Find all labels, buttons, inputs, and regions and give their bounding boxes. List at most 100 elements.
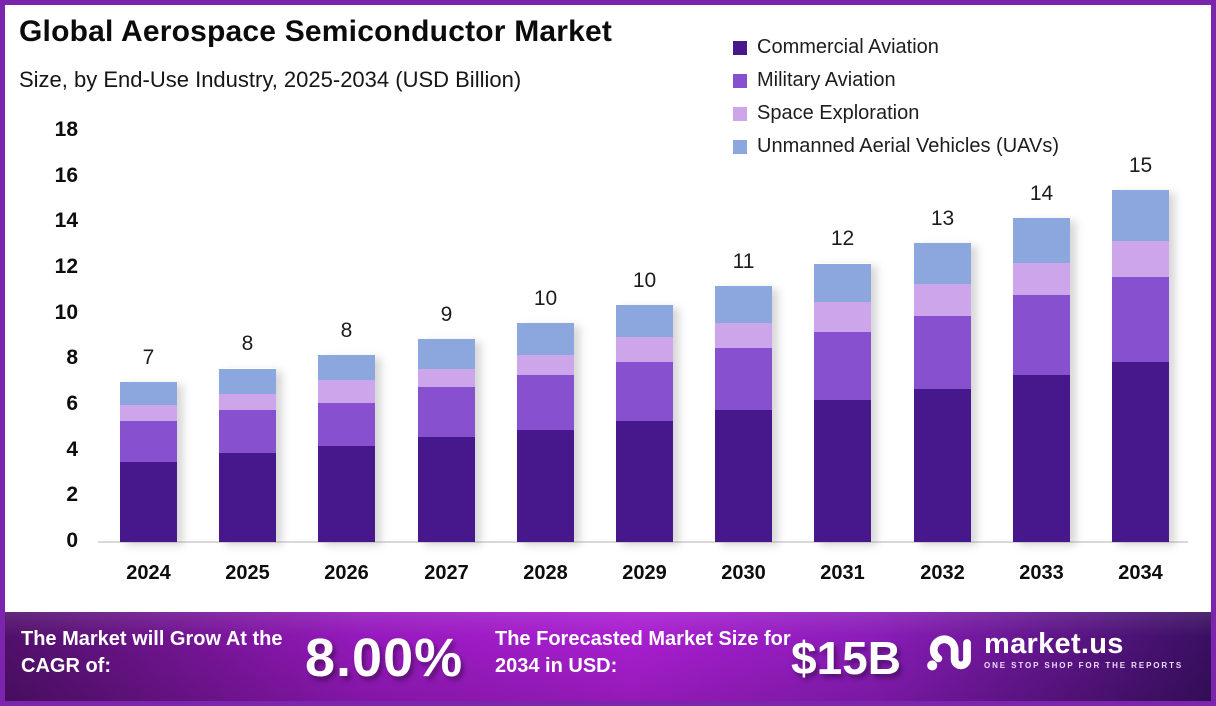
bar-segment-commercial-aviation	[517, 430, 574, 542]
x-axis-tick-label: 2029	[622, 562, 667, 584]
bar-2030	[715, 286, 772, 542]
legend-item-commercial-aviation: Commercial Aviation	[733, 31, 1059, 64]
bar-segment-commercial-aviation	[914, 389, 971, 542]
bar-segment-military-aviation	[418, 386, 475, 437]
bar-segment-military-aviation	[814, 331, 871, 401]
bar-segment-military-aviation	[1013, 295, 1070, 376]
bar-segment-unmanned-aerial-vehicles-uavs	[1112, 190, 1169, 241]
bar-segment-military-aviation	[715, 347, 772, 410]
chart-subtitle: Size, by End-Use Industry, 2025-2034 (US…	[19, 67, 522, 92]
bar-2033	[1013, 217, 1070, 542]
bar-total-label: 7	[142, 346, 155, 370]
bar-segment-space-exploration	[418, 368, 475, 387]
forecast-label: The Forecasted Market Size for 2034 in U…	[495, 628, 791, 677]
bar-segment-commercial-aviation	[219, 452, 276, 542]
bar-total-label: 13	[930, 206, 955, 230]
bar-segment-space-exploration	[814, 302, 871, 332]
legend-swatch-icon	[733, 40, 747, 55]
legend-swatch-icon	[733, 73, 747, 88]
bar-segment-space-exploration	[616, 336, 673, 362]
bar-segment-unmanned-aerial-vehicles-uavs	[1013, 217, 1070, 264]
bar-total-label: 10	[533, 286, 558, 310]
bar-segment-commercial-aviation	[1112, 361, 1169, 542]
bar-segment-commercial-aviation	[418, 436, 475, 542]
bar-segment-space-exploration	[219, 393, 276, 410]
brand-name: market.us	[984, 628, 1124, 660]
bar-segment-space-exploration	[1112, 240, 1169, 278]
legend-item-military-aviation: Military Aviation	[733, 64, 1059, 97]
x-axis-tick-label: 2024	[126, 562, 171, 584]
market-us-logo-icon	[927, 635, 971, 671]
x-axis-tick-label: 2033	[1019, 562, 1064, 584]
bar-total-label: 14	[1029, 181, 1054, 205]
cagr-label: The Market will Grow At the CAGR of:	[21, 628, 283, 677]
bar-segment-unmanned-aerial-vehicles-uavs	[418, 338, 475, 369]
bar-segment-unmanned-aerial-vehicles-uavs	[914, 242, 971, 285]
bar-total-label: 11	[732, 250, 755, 274]
market-us-logo: market.us ONE STOP SHOP FOR THE REPORTS	[926, 629, 1183, 674]
cagr-value: 8.00%	[305, 628, 464, 688]
bar-segment-military-aviation	[914, 315, 971, 390]
bar-segment-military-aviation	[219, 409, 276, 453]
bar-total-label: 9	[440, 302, 453, 326]
chart-title: Global Aerospace Semiconductor Market	[19, 15, 613, 48]
x-axis-tick-label: 2027	[424, 562, 469, 584]
x-axis-tick-label: 2030	[721, 562, 766, 584]
bar-segment-space-exploration	[120, 405, 177, 421]
bar-segment-space-exploration	[517, 354, 574, 376]
bar-segment-military-aviation	[1112, 277, 1169, 362]
brand-text: market.us ONE STOP SHOP FOR THE REPORTS	[984, 629, 1183, 670]
bar-segment-space-exploration	[318, 379, 375, 403]
x-axis-tick-label: 2028	[523, 562, 568, 584]
x-axis-tick-label: 2034	[1118, 562, 1163, 584]
bar-segment-unmanned-aerial-vehicles-uavs	[219, 368, 276, 394]
bar-2031	[814, 263, 871, 542]
legend-item-space-exploration: Space Exploration	[733, 97, 1059, 130]
bar-2027	[418, 338, 475, 542]
y-axis-tick-label: 18	[54, 118, 78, 142]
bar-segment-military-aviation	[517, 375, 574, 431]
y-axis-tick-label: 4	[66, 437, 78, 461]
bar-segment-space-exploration	[914, 284, 971, 316]
y-axis-tick-label: 10	[54, 300, 78, 324]
bar-segment-unmanned-aerial-vehicles-uavs	[517, 322, 574, 355]
bar-2026	[318, 354, 375, 542]
x-axis-tick-label: 2031	[820, 562, 865, 584]
legend-swatch-icon	[733, 139, 747, 154]
bar-2034	[1112, 190, 1169, 542]
bar-segment-commercial-aviation	[814, 400, 871, 542]
bar-segment-commercial-aviation	[616, 421, 673, 542]
bar-total-label: 10	[632, 268, 657, 292]
y-axis-tick-label: 6	[66, 392, 78, 416]
x-axis-tick-label: 2026	[324, 562, 369, 584]
bar-segment-space-exploration	[715, 322, 772, 348]
bar-2028	[517, 322, 574, 542]
bar-segment-commercial-aviation	[120, 462, 177, 542]
bar-total-label: 8	[241, 332, 254, 356]
legend-label: Commercial Aviation	[757, 36, 939, 58]
y-axis-tick-label: 16	[54, 163, 78, 187]
bar-2029	[616, 304, 673, 542]
y-axis-tick-label: 0	[66, 529, 78, 552]
y-axis-tick-label: 14	[54, 209, 78, 233]
bar-total-label: 15	[1128, 154, 1153, 178]
y-axis-tick-label: 8	[66, 346, 78, 370]
footer-banner: The Market will Grow At the CAGR of: 8.0…	[5, 612, 1211, 701]
bar-2024	[120, 382, 177, 542]
y-axis-tick-label: 12	[54, 255, 78, 279]
bar-2032	[914, 242, 971, 542]
bar-segment-military-aviation	[318, 402, 375, 447]
legend-swatch-icon	[733, 106, 747, 121]
bar-segment-military-aviation	[120, 421, 177, 463]
bar-segment-commercial-aviation	[1013, 375, 1070, 542]
chart-plot: 0 2 4 6 8 10 12 14 16 18 7 2024 8 2025 8 2026 9 2027 10 202…	[5, 5, 1211, 701]
bar-segment-unmanned-aerial-vehicles-uavs	[715, 286, 772, 323]
legend-label: Military Aviation	[757, 69, 896, 91]
x-axis-line	[98, 541, 1188, 543]
x-axis-tick-label: 2032	[920, 562, 965, 584]
bar-2025	[219, 368, 276, 542]
bar-total-label: 12	[830, 227, 855, 251]
bar-segment-unmanned-aerial-vehicles-uavs	[318, 354, 375, 380]
y-axis-tick-label: 2	[66, 483, 78, 507]
legend: Commercial Aviation Military Aviation Spac…	[733, 31, 1059, 163]
